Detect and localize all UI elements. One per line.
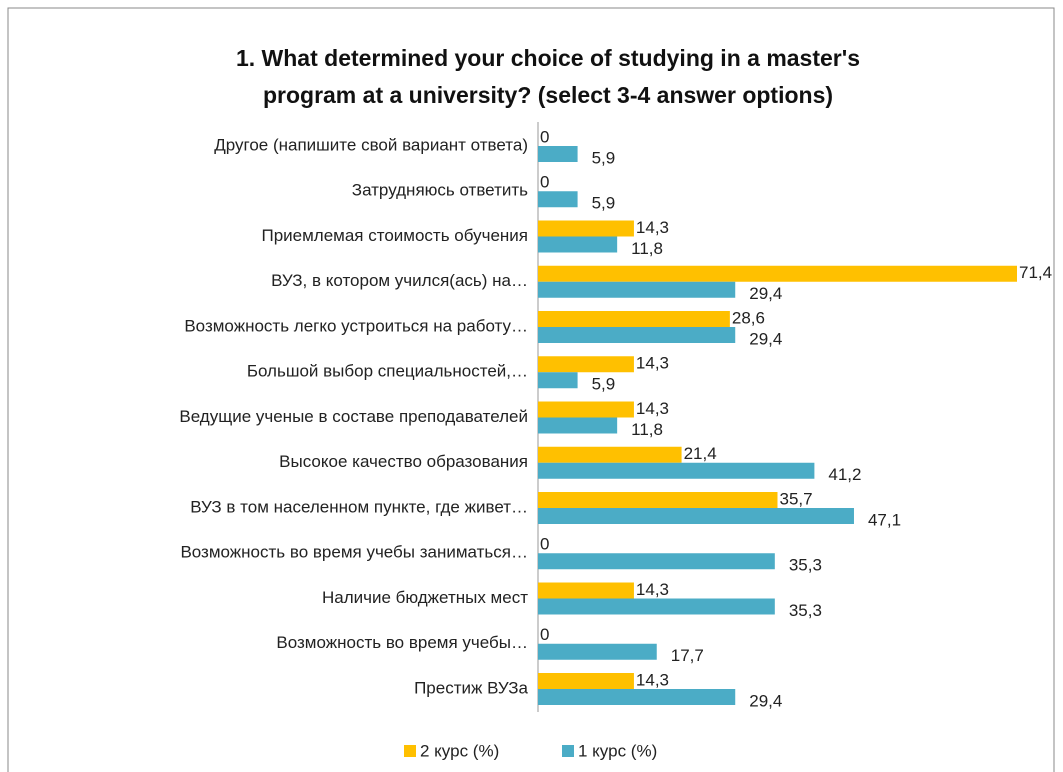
category-label: Возможность во время учебы заниматься… [180, 543, 528, 562]
data-label: 14,3 [636, 399, 669, 418]
category-label: Другое (напишите свой вариант ответа) [214, 135, 528, 154]
data-label: 71,4 [1019, 263, 1052, 282]
bar [538, 673, 634, 689]
chart-title: program at a university? (select 3-4 ans… [263, 82, 833, 108]
category-label: Престиж ВУЗа [414, 678, 528, 697]
category-label: Наличие бюджетных мест [322, 588, 528, 607]
bar [538, 643, 657, 660]
data-label: 11,8 [631, 239, 663, 258]
data-label: 29,4 [749, 329, 782, 348]
data-label: 5,9 [592, 148, 616, 167]
data-label: 0 [540, 173, 549, 192]
legend-swatch [404, 745, 416, 757]
data-label: 41,2 [828, 465, 861, 484]
data-label: 14,3 [636, 354, 669, 373]
category-label: Возможность во время учебы… [276, 633, 528, 652]
category-label: ВУЗ, в котором учился(ась) на… [271, 271, 528, 290]
data-label: 0 [540, 127, 549, 146]
data-label: 17,7 [671, 646, 704, 665]
data-label: 28,6 [732, 308, 765, 327]
data-label: 5,9 [592, 194, 616, 213]
bar [538, 417, 618, 434]
data-label: 5,9 [592, 375, 616, 394]
bar [538, 582, 634, 599]
bar [538, 191, 578, 208]
data-label: 14,3 [636, 580, 669, 599]
bar [538, 281, 736, 298]
bar [538, 356, 634, 373]
category-label: Возможность легко устроиться на работу… [184, 316, 528, 335]
data-label: 21,4 [684, 444, 717, 463]
data-label: 29,4 [749, 284, 782, 303]
data-label: 35,3 [789, 601, 822, 620]
bar [538, 220, 634, 237]
data-label: 35,7 [780, 489, 813, 508]
bar [538, 598, 775, 615]
category-label: Ведущие ученые в составе преподавателей [179, 407, 528, 426]
bar [538, 462, 815, 479]
category-label: Приемлемая стоимость обучения [261, 226, 528, 245]
data-label: 14,3 [636, 670, 669, 689]
data-label: 0 [540, 625, 549, 644]
bar [538, 146, 578, 162]
bar [538, 492, 778, 508]
data-label: 0 [540, 535, 549, 554]
category-label: Большой выбор специальностей,… [247, 362, 528, 381]
category-label: Высокое качество образования [279, 452, 528, 471]
data-label: 14,3 [636, 218, 669, 237]
bar [538, 265, 1017, 282]
data-label: 11,8 [631, 420, 663, 439]
bar [538, 508, 854, 524]
bar [538, 401, 634, 418]
bar [538, 553, 775, 570]
legend-label: 1 курс (%) [578, 741, 657, 760]
category-label: Затрудняюсь ответить [352, 181, 528, 200]
bar [538, 311, 730, 327]
legend-label: 2 курс (%) [420, 741, 499, 760]
bar [538, 446, 682, 463]
bar [538, 689, 736, 705]
bar [538, 236, 618, 253]
chart-title: 1. What determined your choice of studyi… [236, 45, 860, 71]
category-label: ВУЗ в том населенном пункте, где живет… [190, 497, 528, 516]
data-label: 35,3 [789, 556, 822, 575]
bar [538, 327, 736, 343]
chart-frame [7, 7, 1055, 772]
legend-swatch [562, 745, 574, 757]
data-label: 47,1 [868, 510, 901, 529]
data-label: 29,4 [749, 691, 782, 710]
bar [538, 372, 578, 389]
